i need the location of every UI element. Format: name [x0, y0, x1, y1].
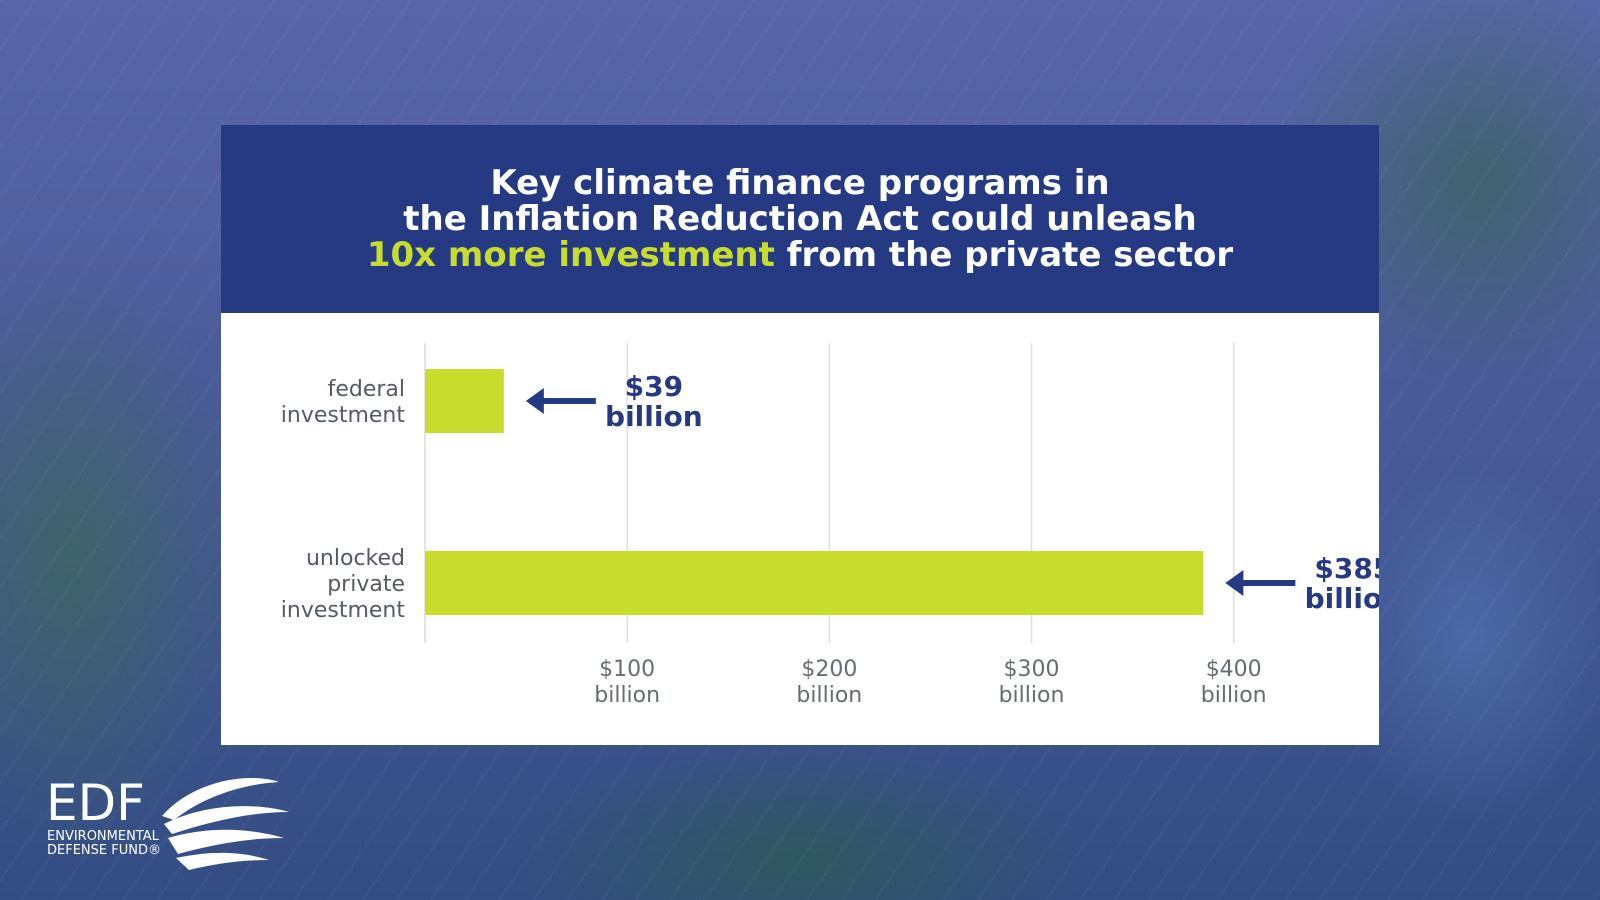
title-highlight: 10x more investment — [366, 235, 775, 275]
logo-subtitle-2: DEFENSE FUND® — [47, 843, 161, 858]
edf-logo: EDF ENVIRONMENTAL DEFENSE FUND® — [46, 774, 289, 870]
x-tick-label-300: $300 billion — [999, 657, 1065, 708]
logo-wordmark: EDF — [46, 774, 145, 832]
logo-wing-icon — [162, 778, 279, 820]
chart-title: Key climate finance programs in the Infl… — [221, 125, 1379, 313]
annotation-arrow-icon-0 — [525, 388, 544, 414]
infographic-card: Key climate finance programs in the Infl… — [221, 125, 1379, 745]
logo-subtitle-1: ENVIRONMENTAL — [47, 829, 160, 844]
value-label-1: $385billion — [1305, 552, 1379, 615]
category-label-1: unlocked private investment — [281, 546, 406, 623]
x-tick-label-200: $200 billion — [796, 657, 862, 708]
title-line-3: 10x more investment from the private sec… — [367, 237, 1233, 273]
title-line-3-rest: from the private sector — [774, 235, 1234, 275]
bar-chart: $100 billion $200 billion $300 billion $400 bil… — [281, 343, 1379, 708]
category-label-0: federal investment — [281, 377, 406, 428]
title-line-1: Key climate finance programs in — [490, 163, 1110, 203]
annotation-arrow-icon-1 — [1225, 570, 1244, 596]
x-tick-label-400: $400 billion — [1201, 657, 1267, 708]
value-label-0: $39 billion — [605, 370, 703, 433]
x-tick-label-100: $100 billion — [594, 657, 660, 708]
bar-0 — [425, 369, 504, 433]
title-line-2: the Inflation Reduction Act could unleas… — [403, 199, 1197, 239]
bar-1 — [425, 551, 1204, 615]
